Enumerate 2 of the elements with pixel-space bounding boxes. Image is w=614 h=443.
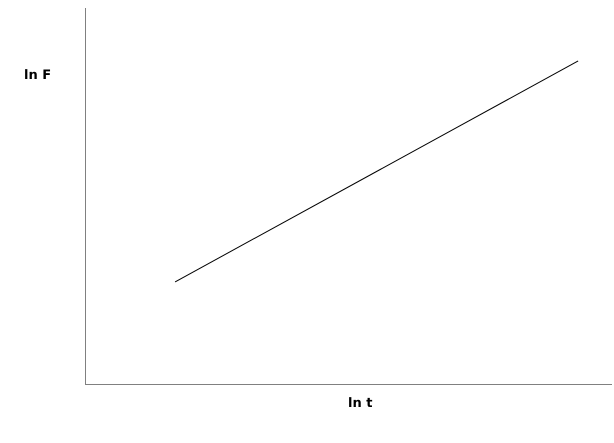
x-axis-title: ln t xyxy=(348,396,372,411)
y-axis-title: ln F xyxy=(24,68,52,83)
